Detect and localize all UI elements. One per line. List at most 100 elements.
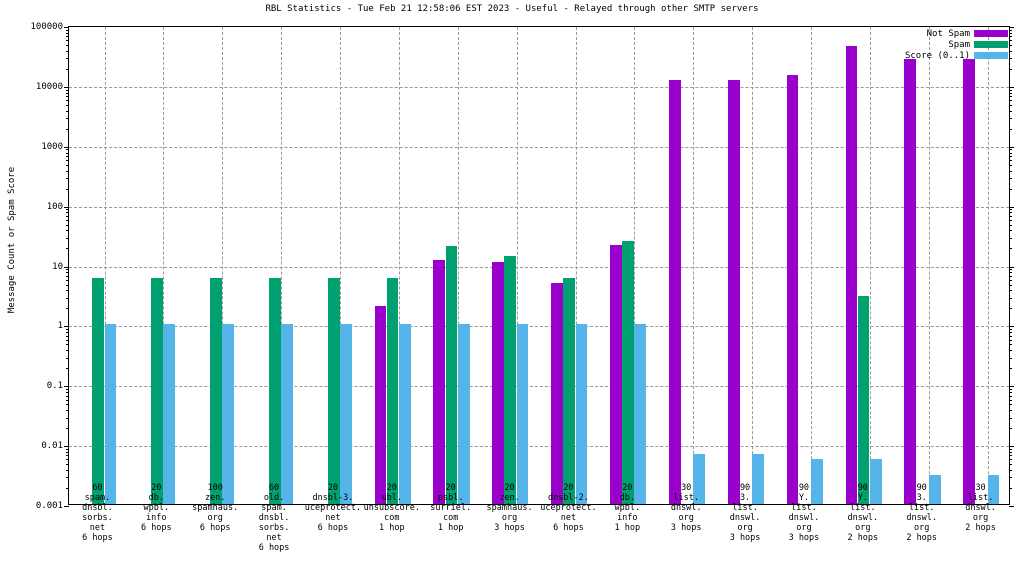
y-axis-minor-tick [66,89,69,91]
y-axis-minor-tick [66,178,69,180]
y-axis-minor-tick [1009,272,1012,274]
bar-score [104,324,117,504]
y-axis-minor-tick [66,118,69,120]
gridline-vertical [575,27,577,504]
y-axis-minor-tick [1009,96,1012,98]
y-axis-minor-tick [66,417,69,419]
bar-spam [151,277,163,504]
y-axis-minor-tick [66,392,69,394]
y-axis-minor-tick [1009,368,1012,370]
y-axis-minor-tick [66,104,69,106]
legend-label-not-spam: Not Spam [926,28,970,39]
y-axis-minor-tick [1009,128,1012,130]
y-axis-minor-tick [66,275,69,277]
y-axis-minor-tick [66,100,69,102]
y-axis-minor-tick [1009,188,1012,190]
y-axis-tick-mark [64,506,69,507]
y-axis-minor-tick [1009,68,1012,70]
x-axis-tick-label: 20 dnsbl-3. uceprotect. net 6 hops [304,483,362,533]
legend-swatch-not-spam [974,30,1008,37]
y-axis-tick-label: 10 [52,261,63,272]
gridline-vertical [516,27,518,504]
x-axis-tick-label: 20 db. wpbl. info 6 hops [140,483,172,533]
y-axis-minor-tick [66,212,69,214]
bar-spam [92,277,105,504]
y-axis-minor-tick [66,339,69,341]
bar-score [987,475,1000,504]
bar-spam [445,246,458,504]
y-axis-minor-tick [1009,156,1012,158]
bar-spam [386,277,399,504]
bar-spam [622,240,634,504]
bar-score [811,459,823,504]
bar-not-spam [668,80,681,504]
y-axis-minor-tick [66,170,69,172]
y-axis-minor-tick [66,152,69,154]
y-axis-minor-tick [66,290,69,292]
gridline-horizontal [69,326,1009,328]
y-axis-minor-tick [66,32,69,34]
y-axis-minor-tick [1009,332,1012,334]
bar-spam [563,277,576,504]
gridline-horizontal [69,86,1009,88]
y-axis-minor-tick [66,357,69,359]
y-axis-minor-tick [1009,464,1012,466]
legend-entry-spam: Spam [905,39,1008,50]
y-axis-minor-tick [66,230,69,232]
y-axis-minor-tick [1009,29,1012,31]
gridline-vertical [869,27,871,504]
gridline-vertical [752,27,754,504]
gridline-vertical [928,27,930,504]
y-axis-minor-tick [1009,448,1012,450]
y-axis-minor-tick [1009,290,1012,292]
y-axis-minor-tick [66,388,69,390]
y-axis-minor-tick [1009,395,1012,397]
gridline-vertical [987,27,989,504]
y-axis-minor-tick [1009,459,1012,461]
legend-entry-not-spam: Not Spam [905,28,1008,39]
y-axis-tick-mark [64,266,69,268]
plot-inner [69,27,1009,504]
chart-legend: Not Spam Spam Score (0..1) [905,28,1008,61]
y-axis-minor-tick [1009,224,1012,226]
y-axis-minor-tick [66,455,69,457]
y-axis-minor-tick [1009,399,1012,401]
y-axis-minor-tick [66,156,69,158]
y-axis-minor-tick [1009,410,1012,412]
y-axis-minor-tick [66,451,69,453]
y-axis-tick-mark [1009,326,1014,328]
gridline-vertical [811,27,813,504]
y-axis-tick-mark [64,326,69,328]
y-axis-minor-tick [66,128,69,130]
x-axis-tick-label: 100 zen. spamhaus. org 6 hops [192,483,239,533]
gridline-horizontal [69,446,1009,448]
gridline-vertical [281,27,283,504]
bar-not-spam [610,245,622,504]
y-axis-minor-tick [1009,45,1012,47]
y-axis-tick-label: 0.01 [41,441,63,452]
gridline-horizontal [69,146,1009,148]
bar-not-spam [786,75,799,504]
y-axis-minor-tick [66,29,69,31]
y-axis-minor-tick [66,399,69,401]
y-axis-minor-tick [1009,269,1012,271]
y-axis-tick-mark [1009,146,1014,148]
y-axis-minor-tick [66,219,69,221]
y-axis-minor-tick [1009,58,1012,60]
x-axis-tick-label: 90 3. list. dnswl. org 3 hops [729,483,761,543]
y-axis-minor-tick [1009,110,1012,112]
y-axis-minor-tick [1009,329,1012,331]
y-axis-minor-tick [1009,451,1012,453]
x-axis-tick-label: 30 list. dnswl. org 3 hops [670,483,702,533]
bar-score [752,453,764,504]
bar-score [457,324,470,504]
bar-score [516,324,529,504]
y-axis-tick-mark [64,27,69,28]
y-axis-minor-tick [66,248,69,250]
y-axis-minor-tick [66,428,69,430]
y-axis-minor-tick [1009,357,1012,359]
y-axis-minor-tick [66,459,69,461]
y-axis-tick-label: 100000 [30,22,63,32]
x-axis-tick-label: 90 Y. list. dnswl. org 2 hops [847,483,879,543]
y-axis-minor-tick [66,368,69,370]
